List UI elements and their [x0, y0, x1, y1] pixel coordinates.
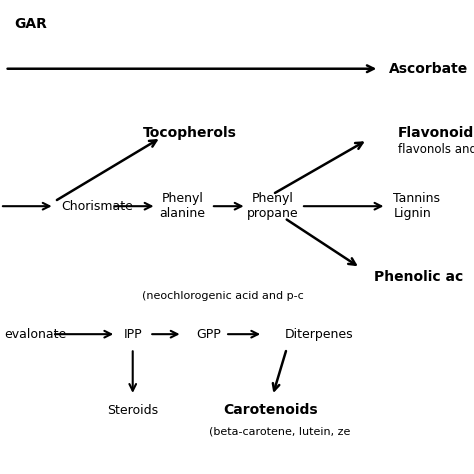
Text: flavonols and: flavonols and: [398, 143, 474, 156]
Text: Carotenoids: Carotenoids: [223, 403, 318, 417]
Text: Tannins
Lignin: Tannins Lignin: [393, 192, 440, 220]
Text: Phenyl
alanine: Phenyl alanine: [159, 192, 206, 220]
Text: Chorismate: Chorismate: [62, 200, 134, 213]
Text: Phenolic ac: Phenolic ac: [374, 270, 464, 284]
Text: IPP: IPP: [123, 328, 142, 341]
Text: Steroids: Steroids: [107, 403, 158, 417]
Text: GPP: GPP: [196, 328, 221, 341]
Text: Flavonoids: Flavonoids: [398, 126, 474, 140]
Text: evalonate: evalonate: [5, 328, 67, 341]
Text: Diterpenes: Diterpenes: [284, 328, 353, 341]
Text: Ascorbate: Ascorbate: [389, 62, 468, 76]
Text: (beta-carotene, lutein, ze: (beta-carotene, lutein, ze: [209, 426, 350, 437]
Text: Tocopherols: Tocopherols: [143, 126, 237, 140]
Text: GAR: GAR: [14, 17, 47, 31]
Text: Phenyl
propane: Phenyl propane: [247, 192, 298, 220]
Text: (neochlorogenic acid and p-c: (neochlorogenic acid and p-c: [142, 291, 304, 301]
